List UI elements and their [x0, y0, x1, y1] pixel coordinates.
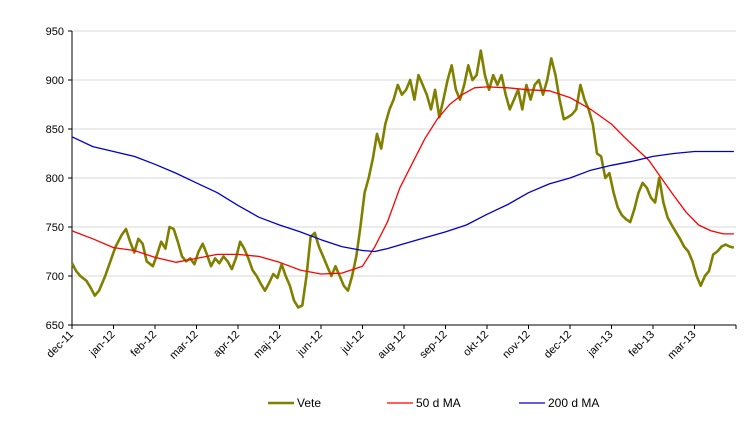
y-tick-label: 650 [46, 320, 64, 332]
series-lines [70, 49, 735, 309]
x-tick-label: mar-12 [167, 329, 200, 362]
x-tick-label: jun-12 [294, 329, 325, 360]
x-tick-label: feb-12 [129, 329, 160, 360]
gridlines [72, 30, 736, 277]
y-tick-label: 850 [46, 124, 64, 136]
y-tick-label: 800 [46, 173, 64, 185]
x-tick-label: aug-12 [375, 329, 408, 362]
y-tick-label: 950 [46, 26, 64, 38]
x-tick-label: jan-12 [87, 329, 118, 360]
x-tick-label: okt-12 [461, 329, 491, 359]
x-tick-label: feb-13 [627, 329, 658, 360]
legend-label: 200 d MA [548, 396, 599, 410]
x-tick-label: jul-12 [338, 329, 366, 357]
legend-label: 50 d MA [416, 396, 461, 410]
series-line-200-d-ma [71, 136, 734, 253]
x-tick-label: nov-12 [500, 329, 532, 361]
x-tick-label: dec-11 [44, 329, 76, 361]
series-line-vete [70, 49, 735, 309]
x-tick-label: apr-12 [211, 329, 242, 360]
legend: Vete 50 d MA 200 d MA [268, 396, 599, 410]
x-tick-label: dec-12 [542, 329, 574, 361]
y-tick-label: 700 [46, 271, 64, 283]
x-tick-label: jan-13 [585, 329, 616, 360]
x-tick-label: maj-12 [251, 329, 283, 361]
y-tick-label: 750 [46, 222, 64, 234]
x-tick-label: mar-13 [665, 329, 698, 362]
series-line-50-d-ma [71, 86, 734, 275]
y-tick-label: 900 [46, 75, 64, 87]
legend-label: Vete [297, 396, 321, 410]
x-tick-label: sep-12 [417, 329, 449, 361]
